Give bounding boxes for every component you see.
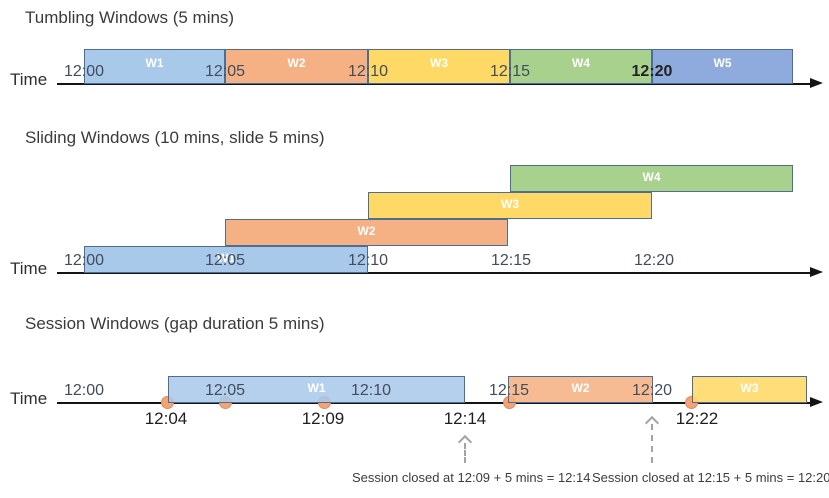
sliding-section-title: Sliding Windows (10 mins, slide 5 mins) xyxy=(25,128,325,147)
sliding-window-box-w3 xyxy=(368,192,652,219)
session-below-label-12:04: 12:04 xyxy=(144,409,188,428)
tumbling-window-label-w5: W5 xyxy=(713,56,732,70)
sliding-window-label-w3: W3 xyxy=(501,197,519,211)
session-window-label-w1: W1 xyxy=(307,381,326,395)
session-axis-arrow-icon xyxy=(810,397,823,407)
session-tick-label-12:10: 12:10 xyxy=(350,382,392,399)
session-window-box-w1 xyxy=(168,376,465,403)
session-window-box-w3 xyxy=(692,376,807,403)
tumbling-window-label-w3: W3 xyxy=(430,56,448,70)
session-callout-dashed-line-0 xyxy=(464,443,466,463)
session-below-label-12:14: 12:14 xyxy=(443,409,487,428)
tumbling-window-label-w2: W2 xyxy=(287,56,306,70)
sliding-window-label-w4: W4 xyxy=(642,170,661,184)
tumbling-window-label-w4: W4 xyxy=(572,56,590,70)
sliding-tick-label-12:05: 12:05 xyxy=(204,252,246,269)
tumbling-section-title: Tumbling Windows (5 mins) xyxy=(25,8,235,27)
tumbling-tick-label-12:05: 12:05 xyxy=(204,63,246,80)
sliding-tick-label-12:20: 12:20 xyxy=(633,252,675,269)
tumbling-time-axis xyxy=(57,83,810,85)
tumbling-axis-arrow-icon xyxy=(810,78,823,88)
tumbling-tick-label-12:20: 12:20 xyxy=(631,63,673,80)
sliding-tick-label-12:00: 12:00 xyxy=(63,252,105,269)
sliding-window-box-w2 xyxy=(225,219,508,246)
sliding-axis-arrow-icon xyxy=(810,267,823,277)
sliding-time-axis xyxy=(57,272,810,274)
session-callout-dashed-line-1 xyxy=(651,424,653,463)
session-below-label-12:22: 12:22 xyxy=(675,409,719,428)
tumbling-window-box-w2 xyxy=(225,49,368,84)
sliding-time-axis-label: Time xyxy=(10,259,48,278)
session-callout-note-0: Session closed at 12:09 + 5 mins = 12:14 xyxy=(352,470,591,485)
sliding-window-label-w2: W2 xyxy=(357,224,376,238)
tumbling-window-box-w1 xyxy=(84,49,225,84)
tumbling-tick-label-12:10: 12:10 xyxy=(347,63,389,80)
tumbling-window-box-w5 xyxy=(652,49,793,84)
session-time-axis-label: Time xyxy=(10,389,48,408)
session-tick-label-12:20: 12:20 xyxy=(631,382,673,399)
session-callout-note-1: Session closed at 12:15 + 5 mins = 12:20 xyxy=(592,470,829,485)
tumbling-tick-label-12:15: 12:15 xyxy=(489,63,531,80)
tumbling-window-box-w3 xyxy=(368,49,510,84)
tumbling-window-label-w1: W1 xyxy=(145,56,164,70)
session-tick-label-12:05: 12:05 xyxy=(204,382,246,399)
sliding-window-label-w1: W1 xyxy=(217,251,235,265)
session-below-label-12:09: 12:09 xyxy=(301,409,345,428)
sliding-window-box-w4 xyxy=(510,165,793,192)
session-time-axis xyxy=(57,402,810,404)
sliding-tick-label-12:15: 12:15 xyxy=(490,252,532,269)
sliding-tick-label-12:10: 12:10 xyxy=(347,252,389,269)
session-window-label-w3: W3 xyxy=(740,381,759,395)
sliding-window-box-w1 xyxy=(84,246,368,273)
tumbling-time-axis-label: Time xyxy=(10,70,48,89)
session-section-title: Session Windows (gap duration 5 mins) xyxy=(25,314,325,333)
session-tick-label-12:00: 12:00 xyxy=(63,382,105,399)
tumbling-window-box-w4 xyxy=(510,49,652,84)
session-tick-label-12:15: 12:15 xyxy=(488,382,530,399)
session-window-box-w2 xyxy=(508,376,653,403)
tumbling-tick-label-12:00: 12:00 xyxy=(63,63,105,80)
session-window-label-w2: W2 xyxy=(571,381,590,395)
